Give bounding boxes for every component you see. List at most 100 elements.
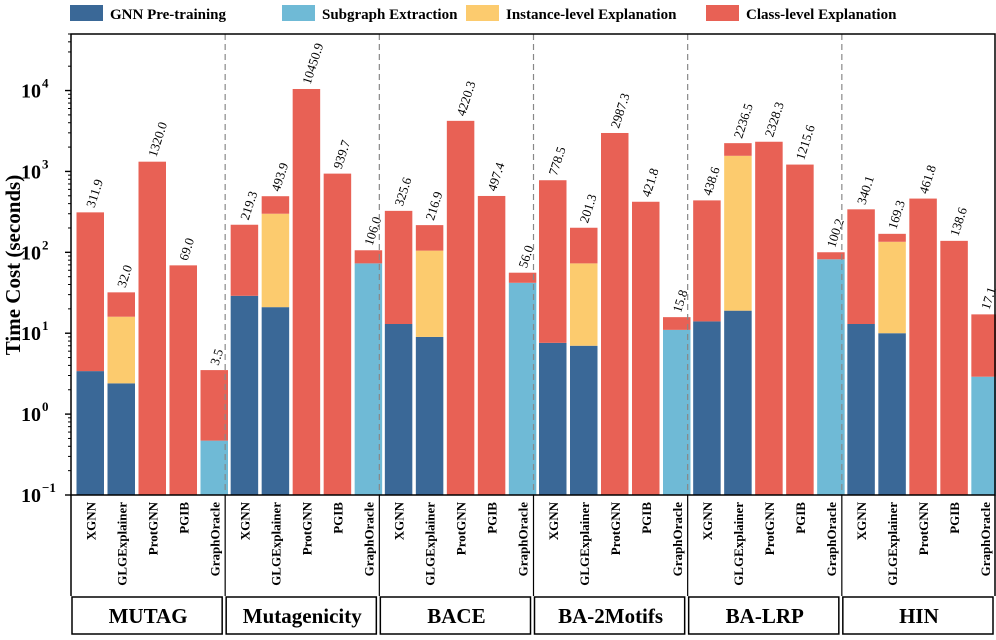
bar-segment — [663, 329, 691, 495]
x-method-label: PGIB — [793, 502, 808, 534]
bar-segment — [415, 336, 444, 495]
bar-segment — [878, 241, 906, 334]
bar-segment — [415, 225, 444, 251]
bar-value-label: 1320.0 — [145, 120, 170, 159]
x-method-label: GraphOracle — [670, 502, 685, 577]
bar-segment — [292, 88, 321, 495]
bar-segment — [539, 180, 567, 343]
bar-segment — [384, 323, 413, 495]
bar-segment — [76, 371, 104, 495]
bar-segment — [230, 224, 259, 296]
y-tick-label: 10 — [21, 81, 41, 103]
bar-segment — [477, 195, 506, 495]
bar-segment — [200, 440, 228, 495]
bar-segment — [847, 323, 875, 495]
bar-value-label: 311.9 — [83, 177, 106, 209]
bar-value-label: 3.5 — [207, 347, 226, 367]
bar-segment — [971, 376, 996, 495]
x-method-label: GraphOracle — [824, 502, 839, 577]
bar-segment — [230, 295, 259, 495]
y-tick-exponent: 0 — [42, 399, 49, 414]
legend-swatch — [466, 5, 499, 21]
group-separators — [224, 34, 843, 495]
legend-label: Subgraph Extraction — [322, 7, 458, 23]
bar-value-label: 32.0 — [114, 263, 135, 289]
dataset-label: Mutagenicity — [243, 604, 362, 628]
legend-swatch — [282, 5, 315, 21]
y-tick-label: 10 — [21, 242, 41, 264]
bar-value-label: 138.6 — [947, 205, 970, 238]
bar-value-label: 778.5 — [545, 145, 568, 177]
dataset-label: MUTAG — [109, 604, 188, 628]
bar-segment — [878, 333, 906, 495]
bars-layer: 311.9 32.0 1320.0 69.0 3.5 219.3 493.9 10450.9 9… — [76, 41, 996, 496]
dataset-label: BA-2Motifs — [558, 604, 663, 628]
bar-segment — [786, 164, 814, 495]
bar-segment — [693, 200, 721, 322]
bar-value-label: 4220.3 — [453, 79, 478, 118]
bar-value-label: 939.7 — [330, 138, 353, 171]
bar-segment — [817, 259, 845, 495]
bar-segment — [601, 132, 629, 496]
bar-value-label: 201.3 — [576, 192, 599, 224]
bar-value-label: 340.1 — [854, 174, 877, 206]
x-method-label: XGNN — [392, 501, 407, 540]
bar-segment — [663, 317, 691, 330]
y-tick-exponent: −1 — [42, 480, 56, 495]
bar-segment — [971, 314, 996, 377]
x-method-label: GLGExplainer — [423, 502, 438, 586]
bar-value-label: 100.2 — [824, 217, 847, 249]
dataset-box — [842, 596, 994, 635]
bar-value-label: 438.6 — [700, 164, 723, 197]
dataset-label: BACE — [427, 604, 485, 628]
bar-segment — [446, 120, 475, 496]
legend-label: Instance-level Explanation — [506, 7, 677, 23]
bar-segment — [107, 316, 135, 384]
x-method-label: ProtGNN — [916, 501, 931, 555]
bar-segment — [107, 383, 135, 495]
bar-value-label: 169.3 — [885, 198, 908, 230]
bar-segment — [539, 342, 567, 495]
x-method-label: XGNN — [546, 501, 561, 540]
bar-segment — [570, 345, 598, 495]
bar-value-label: 219.3 — [237, 189, 260, 221]
bar-segment — [354, 263, 383, 495]
x-method-label: ProtGNN — [299, 501, 314, 555]
dataset-box — [533, 596, 686, 635]
x-method-label: ProtGNN — [145, 501, 160, 555]
y-tick-label: 10 — [21, 161, 41, 183]
bar-value-label: 1215.6 — [793, 122, 818, 161]
bar-segment — [200, 370, 228, 441]
bar-segment — [508, 282, 537, 495]
bar-value-label: 216.9 — [422, 190, 445, 222]
dataset-box — [687, 596, 840, 635]
x-method-label: PGIB — [947, 502, 962, 534]
bar-segment — [724, 143, 752, 156]
bar-value-label: 69.0 — [176, 236, 197, 262]
x-method-label: GraphOracle — [207, 502, 222, 577]
x-method-label: XGNN — [237, 501, 252, 540]
bar-value-label: 15.8 — [669, 288, 690, 314]
bar-segment — [261, 196, 290, 214]
y-tick-label: 10 — [21, 404, 41, 426]
x-method-label: ProtGNN — [762, 501, 777, 555]
bar-segment — [817, 252, 845, 260]
x-method-label: GLGExplainer — [885, 502, 900, 586]
bar-segment — [76, 212, 104, 372]
bar-segment — [107, 292, 135, 317]
bar-segment — [755, 141, 783, 495]
x-method-label: GraphOracle — [361, 502, 376, 577]
x-method-label: XGNN — [700, 501, 715, 540]
x-method-label: PGIB — [330, 502, 345, 534]
dataset-label: BA-LRP — [726, 604, 804, 628]
bar-segment — [724, 310, 752, 495]
x-method-label: PGIB — [639, 502, 654, 534]
legend-swatch — [706, 5, 739, 21]
y-tick-exponent: 3 — [42, 156, 49, 171]
x-method-label: GLGExplainer — [114, 502, 129, 586]
dataset-labels: MUTAG Mutagenicity BACE BA-2Motifs BA-LRP HIN — [71, 596, 994, 635]
legend: GNN Pre-training Subgraph Extraction Insta… — [70, 5, 897, 23]
bar-value-label: 10450.9 — [299, 41, 326, 86]
x-method-label: GLGExplainer — [577, 502, 592, 586]
x-method-label: GraphOracle — [516, 502, 531, 577]
